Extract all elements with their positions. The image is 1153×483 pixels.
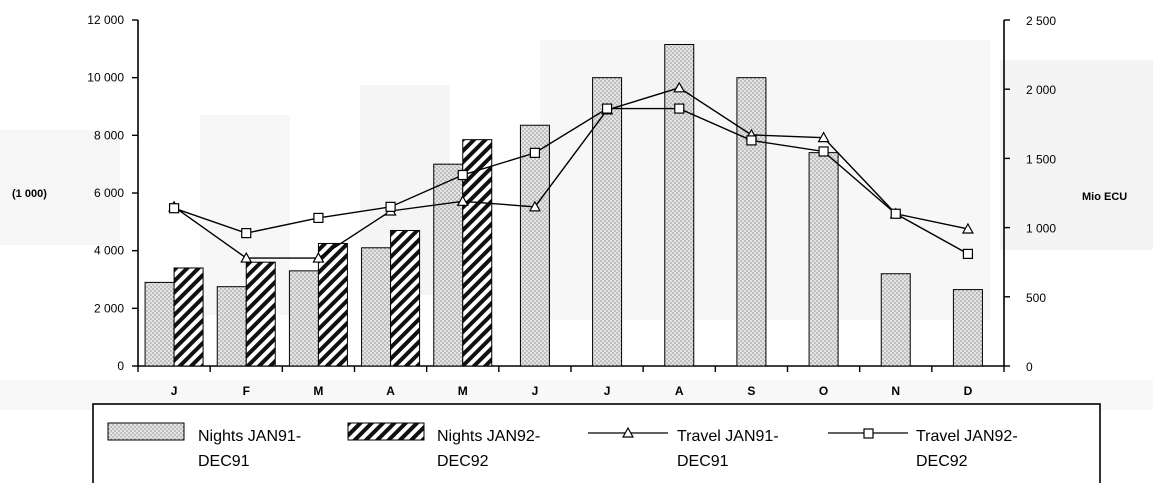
left-axis-ticks: 0 2 000 4 000 6 000 8 000 10 000 12 000 <box>87 13 138 373</box>
legend-box <box>92 403 1101 483</box>
x-tick-label: A <box>675 384 684 398</box>
point-travel-92 <box>168 203 180 214</box>
bar-nights-91 <box>736 77 767 367</box>
line-travel-92 <box>173 107 969 255</box>
bar-nights-91 <box>216 286 247 367</box>
legend-marker-triangle-icon <box>621 426 635 438</box>
left-tick-label: 4 000 <box>94 244 124 258</box>
bar-nights-91 <box>952 289 983 367</box>
legend-label-nights-91-line2: DEC91 <box>198 453 250 470</box>
x-tick-label: J <box>532 384 539 398</box>
point-travel-92 <box>313 212 324 224</box>
legend-label-travel-92-line2: DEC92 <box>916 453 968 470</box>
right-tick-label: 1 500 <box>1026 152 1056 166</box>
x-tick-label: M <box>313 384 323 398</box>
x-tick-label: J <box>604 384 611 398</box>
line-travel-91 <box>173 87 969 259</box>
x-tick-label: S <box>747 384 755 398</box>
x-tick-label: D <box>964 384 973 398</box>
bar-nights-91 <box>880 273 911 367</box>
point-travel-92 <box>457 169 468 181</box>
bar-nights-91 <box>592 77 623 367</box>
legend: Nights JAN91- DEC91 Nights JAN92- DEC92 … <box>92 403 1101 483</box>
point-travel-91 <box>673 81 686 93</box>
x-tick-label: M <box>458 384 468 398</box>
x-tick-label: J <box>171 384 178 398</box>
right-tick-label: 500 <box>1026 291 1046 305</box>
left-tick-label: 6 000 <box>94 186 124 200</box>
point-travel-92 <box>385 201 396 212</box>
point-travel-92 <box>962 248 974 259</box>
bars <box>144 44 983 367</box>
legend-marker-square-icon <box>863 428 874 439</box>
left-tick-label: 2 000 <box>94 301 124 315</box>
lines <box>168 81 974 263</box>
legend-label-travel-92-line1: Travel JAN92- <box>916 428 1018 445</box>
right-tick-label: 2 500 <box>1026 14 1056 28</box>
point-travel-92 <box>601 103 613 114</box>
point-travel-92 <box>241 228 252 239</box>
legend-swatch-nights-91 <box>107 422 185 441</box>
bar-nights-91 <box>361 247 392 367</box>
point-travel-91 <box>528 200 541 212</box>
bar-nights-91 <box>808 152 839 367</box>
left-tick-label: 0 <box>117 359 124 373</box>
bar-nights-91 <box>519 124 550 367</box>
right-axis-label: Mio ECU <box>1082 191 1127 203</box>
left-tick-label: 12 000 <box>87 13 124 27</box>
bar-nights-92 <box>245 261 276 367</box>
x-tick-label: F <box>243 384 250 398</box>
point-travel-92 <box>674 103 685 114</box>
point-travel-92 <box>746 135 757 146</box>
point-travel-92 <box>529 147 541 158</box>
x-tick-label: O <box>819 384 828 398</box>
x-tick-label: N <box>891 384 900 398</box>
bar-nights-91 <box>144 281 175 367</box>
legend-label-nights-92-line2: DEC92 <box>437 453 489 470</box>
legend-label-nights-91-line1: Nights JAN91- <box>198 428 301 445</box>
right-tick-label: 0 <box>1026 360 1033 374</box>
point-travel-91 <box>312 251 325 263</box>
left-tick-label: 8 000 <box>94 128 124 142</box>
bar-nights-91 <box>664 44 695 367</box>
right-tick-label: 1 000 <box>1026 222 1056 236</box>
legend-swatch-nights-92 <box>347 422 425 441</box>
right-axis-ticks: 0 500 1 000 1 500 2 000 2 500 <box>1004 14 1056 374</box>
bar-nights-92 <box>173 267 204 367</box>
bar-nights-92 <box>390 229 421 367</box>
legend-label-travel-91-line2: DEC91 <box>677 453 729 470</box>
bar-nights-92 <box>317 242 348 367</box>
right-tick-label: 2 000 <box>1026 83 1056 97</box>
point-travel-91 <box>817 131 830 143</box>
point-travel-92 <box>818 146 829 157</box>
legend-label-travel-91-line1: Travel JAN91- <box>677 428 779 445</box>
x-tick-label: A <box>386 384 395 398</box>
point-travel-91 <box>240 251 253 263</box>
left-axis-label: (1 000) <box>12 188 47 200</box>
left-tick-label: 10 000 <box>87 71 124 85</box>
bar-nights-91 <box>288 270 319 367</box>
bar-nights-91 <box>433 163 464 367</box>
point-travel-92 <box>890 208 901 219</box>
legend-label-nights-92-line1: Nights JAN92- <box>437 428 540 445</box>
point-travel-91 <box>456 195 469 206</box>
point-travel-91 <box>961 222 974 234</box>
